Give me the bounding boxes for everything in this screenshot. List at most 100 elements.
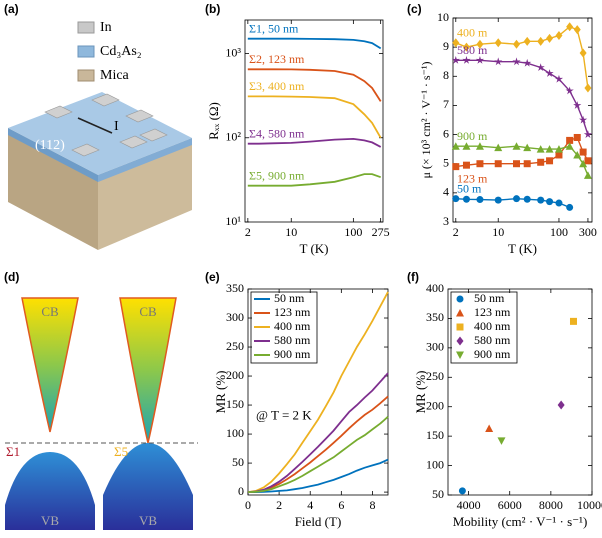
marker [497, 437, 506, 445]
series-label: Σ1, 50 nm [249, 21, 299, 35]
marker [452, 163, 460, 171]
marker [475, 142, 484, 150]
x-tick-label: 10000 [577, 498, 602, 512]
series-line [247, 173, 382, 187]
plot-frame [247, 288, 389, 496]
marker [579, 159, 588, 168]
marker [565, 142, 574, 150]
series-line [247, 291, 389, 493]
marker [566, 22, 574, 32]
series-label: 50 m [457, 181, 482, 195]
legend-swatch [77, 45, 95, 58]
marker [456, 309, 464, 317]
series-line [247, 37, 382, 50]
marker [584, 83, 592, 93]
annotation: @ T = 2 K [256, 408, 312, 423]
legend-label: 400 nm [274, 319, 311, 333]
series-line [247, 68, 382, 102]
x-tick-label: 0 [245, 498, 251, 512]
series-label: 123 m [457, 171, 488, 185]
x-tick-label: 2 [245, 225, 251, 239]
marker [475, 55, 485, 64]
marker [523, 195, 531, 203]
valence-band [103, 443, 193, 530]
legend-label: 580 nm [274, 333, 311, 347]
current-label: I [114, 119, 119, 134]
marker [555, 151, 563, 159]
marker [523, 160, 531, 168]
marker [554, 145, 563, 153]
marker [523, 58, 532, 67]
y-tick-label: 4 [443, 185, 449, 199]
conduction-band [119, 297, 177, 444]
marker [569, 317, 577, 325]
film-left [8, 128, 98, 182]
vb-label: VB [139, 513, 157, 528]
marker [512, 57, 521, 66]
legend-label: 50 nm [474, 291, 505, 305]
legend-swatch [77, 69, 95, 82]
x-tick-label: 6 [338, 498, 344, 512]
legend-label: 123 nm [474, 305, 511, 319]
plot-frame [452, 17, 593, 223]
x-tick-label: 10 [492, 225, 504, 239]
marker [456, 295, 464, 303]
y-tick-label: 200 [226, 368, 244, 382]
marker [485, 424, 494, 432]
y-tick-label: 10 [437, 10, 449, 24]
x-axis-label: T (K) [508, 241, 537, 256]
marker [536, 63, 545, 72]
x-axis-label: Field (T) [295, 514, 342, 529]
legend-label: 50 nm [274, 291, 305, 305]
marker [557, 400, 565, 410]
marker [494, 196, 502, 204]
marker [579, 48, 587, 58]
marker [584, 157, 592, 165]
marker [452, 38, 460, 48]
legend-label: 580 nm [474, 333, 511, 347]
valence-band [5, 452, 95, 530]
marker [462, 55, 471, 64]
marker [537, 196, 545, 204]
x-axis-label: T (K) [299, 241, 328, 256]
y-tick-label: 100 [426, 457, 444, 471]
marker [451, 142, 460, 150]
panel-label: (b) [205, 2, 220, 16]
marker [476, 39, 484, 49]
y-tick-label: 350 [426, 310, 444, 324]
y-tick-label: 150 [426, 428, 444, 442]
y-tick-label: 7 [443, 97, 449, 111]
legend-label: In [100, 20, 112, 35]
legend-box [250, 291, 318, 364]
y-tick-label: 100 [226, 426, 244, 440]
y-tick-label: 150 [226, 397, 244, 411]
marker [456, 351, 464, 359]
x-tick-label: 8 [369, 498, 375, 512]
contacts [44, 93, 168, 157]
marker [476, 160, 484, 168]
legend-box [450, 291, 518, 364]
y-tick-label: 10¹ [225, 214, 241, 228]
y-axis-label: MR (%) [213, 371, 228, 414]
marker [513, 195, 521, 203]
y-tick-label: 250 [426, 369, 444, 383]
series-line [248, 458, 389, 493]
conduction-band [21, 297, 79, 433]
plot-frame [447, 288, 593, 496]
x-tick-label: 300 [579, 225, 597, 239]
x-tick-label: 4 [307, 498, 313, 512]
marker [566, 203, 574, 211]
series-label: 400 m [457, 26, 488, 40]
marker [513, 39, 521, 49]
marker [555, 30, 563, 40]
panel-label: (d) [4, 270, 19, 284]
marker [546, 198, 554, 206]
legend-label: 123 nm [274, 305, 311, 319]
marker [573, 101, 582, 109]
y-tick-label: 300 [426, 340, 444, 354]
y-tick-label: 9 [443, 39, 449, 53]
facet-label: (112) [35, 138, 65, 153]
current-line [77, 117, 113, 134]
marker [579, 148, 587, 156]
series-label: 580 m [457, 43, 488, 57]
